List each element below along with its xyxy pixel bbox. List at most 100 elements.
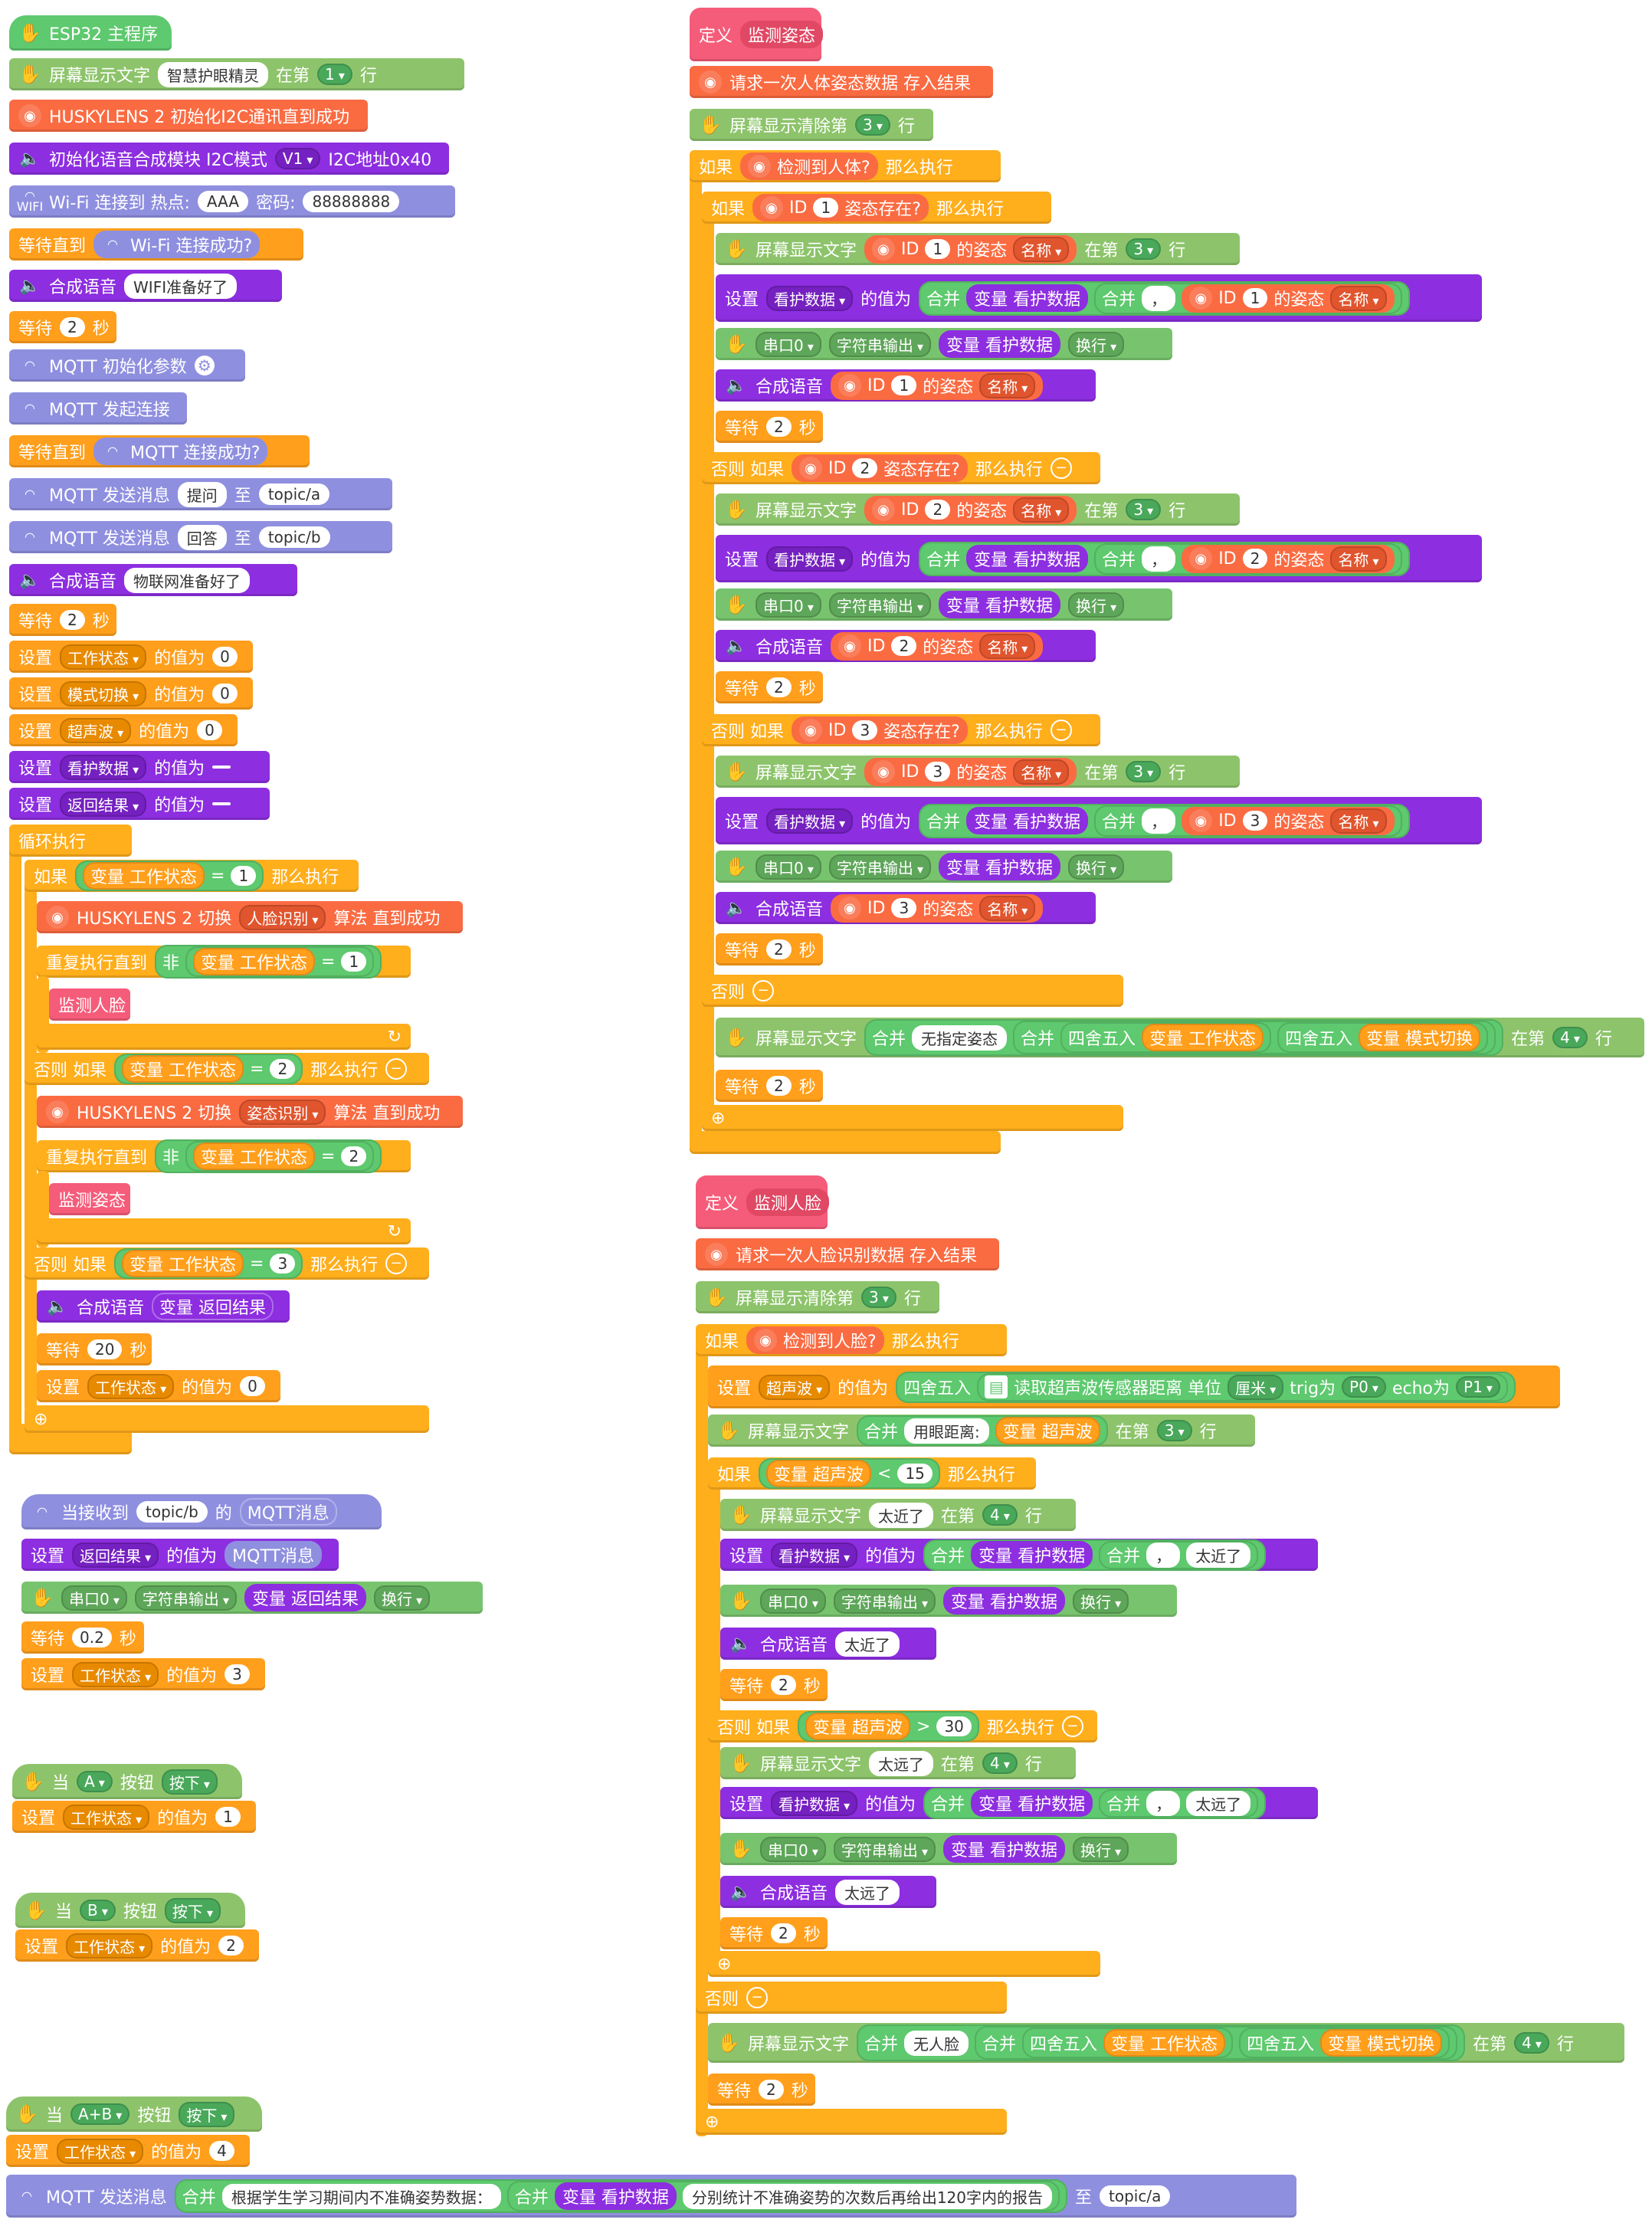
wait-block[interactable]: 等待 20 秒 [37,1333,152,1365]
variable-dropdown[interactable]: 看护数据 [766,285,854,311]
not-reporter[interactable]: 非 变量 工作状态 = 1 [155,945,382,979]
variable-reporter[interactable]: 变量 看护数据 [938,330,1060,358]
elif-block[interactable]: 否则 如果 变量 工作状态 = 2 那么执行 − [25,1053,429,1085]
variable-reporter[interactable]: 变量 看护数据 [966,807,1089,834]
screen-text-else-block[interactable]: ✋ 屏幕显示文字 合并 无指定姿态 合并 四舍五入 变量 工作状态 四舍五入 变… [716,1018,1644,1057]
pose-name-reporter[interactable]: ◉ ID 1 的姿态 名称 [831,371,1044,400]
pose-name-reporter[interactable]: ◉ ID 2 的姿态 名称 [1182,544,1395,573]
join-reporter[interactable]: 合并 变量 看护数据 合并 ， ◉ ID 2 的姿态 名称 [919,541,1410,576]
text-input[interactable]: ， [1146,1790,1181,1816]
else-block[interactable]: 否则 − [696,1982,1007,2014]
property-dropdown[interactable]: 名称 [1013,497,1070,523]
else-block[interactable]: 否则 − [702,975,1123,1007]
newline-dropdown[interactable]: 换行 [1072,1836,1129,1862]
button-ab-hat[interactable]: ✋ 当 A+B 按钮 按下 [6,2097,262,2132]
password-input[interactable]: 88888888 [303,191,400,212]
mqtt-connected-reporter[interactable]: ◠ MQTT 连接成功? [93,438,268,465]
version-dropdown[interactable]: V1 [274,148,321,169]
seconds-input[interactable]: 20 [87,1339,123,1359]
pose-name-reporter[interactable]: ◉ ID 2 的姿态 名称 [831,631,1044,661]
seconds-input[interactable]: 2 [766,677,792,697]
wait-block[interactable]: 等待 2 秒 [9,311,116,343]
variable-reporter[interactable]: 变量 看护数据 [971,1789,1093,1817]
set-care-data-block[interactable]: 设置 看护数据 的值为 合并 变量 看护数据 合并 ， ◉ ID 2 的姿态 名… [716,535,1482,582]
variable-dropdown[interactable]: 返回结果 [72,1542,159,1568]
wait-block[interactable]: 等待 0.2 秒 [21,1621,144,1654]
pose-name-reporter[interactable]: ◉ ID 1 的姿态 名称 [1182,284,1395,313]
ssid-input[interactable]: AAA [197,191,249,212]
row-dropdown[interactable]: 3 [1126,499,1162,520]
text-input[interactable]: 太近了 [835,1631,900,1657]
variable-reporter[interactable]: 变量 看护数据 [938,853,1060,880]
screen-text-distance-block[interactable]: ✋ 屏幕显示文字 合并 用眼距离: 变量 超声波 在第 3 行 [708,1415,1255,1447]
id-input[interactable]: 1 [891,375,917,395]
newline-dropdown[interactable]: 换行 [1072,1588,1129,1614]
if-block[interactable]: 如果 变量 工作状态 = 1 那么执行 [25,860,359,892]
property-dropdown[interactable]: 名称 [1013,236,1070,262]
say-pose-block[interactable]: 🔈 合成语音 ◉ ID 3 的姿态 名称 [716,892,1096,924]
value-input[interactable]: 2 [270,1059,296,1079]
remove-branch-icon[interactable]: − [1050,720,1072,741]
seconds-input[interactable]: 0.2 [72,1628,112,1647]
set-var-block[interactable]: 设置 超声波 的值为 0 [9,714,238,746]
value-input[interactable]: 1 [215,1807,241,1827]
seconds-input[interactable]: 2 [766,1076,792,1096]
seconds-input[interactable]: 2 [60,317,85,337]
compare-reporter[interactable]: 变量 超声波 > 30 [798,1711,979,1742]
round-reporter[interactable]: 四舍五入 变量 模式切换 [1277,1022,1489,1053]
wait-block[interactable]: 等待 2 秒 [720,1917,828,1949]
round-reporter[interactable]: 四舍五入 变量 工作状态 [1022,2028,1234,2058]
seconds-input[interactable]: 2 [766,417,792,437]
huskylens-init-block[interactable]: ◉ HUSKYLENS 2 初始化I2C通讯直到成功 [9,100,368,132]
id-input[interactable]: 2 [891,636,917,656]
variable-dropdown[interactable]: 看护数据 [771,1542,858,1568]
compare-reporter[interactable]: 变量 超声波 < 15 [759,1458,940,1489]
mqtt-send-report-block[interactable]: ◠ MQTT 发送消息 合并 根据学生学习期间内不准确姿势数据： 合并 变量 看… [6,2175,1296,2218]
row-dropdown[interactable]: 1 [317,64,352,85]
join-reporter[interactable]: 合并 四舍五入 变量 工作状态 四舍五入 变量 模式切换 [1013,1021,1496,1054]
add-branch-icon[interactable]: ⊕ [34,1409,48,1429]
set-var-block[interactable]: 设置 工作状态 的值为 1 [12,1801,256,1833]
voice-init-block[interactable]: 🔈 初始化语音合成模块 I2C模式 V1 I2C地址0x40 [9,143,449,175]
variable-reporter[interactable]: 变量 模式切换 [1359,1024,1481,1051]
join-reporter[interactable]: 合并 ， ◉ ID 3 的姿态 名称 [1094,805,1402,837]
join-reporter[interactable]: 合并 ， 太近了 [1099,1540,1259,1569]
function-name[interactable]: 监测人脸 [746,1188,830,1216]
say-iot-block[interactable]: 🔈 合成语音 物联网准备好了 [9,564,297,596]
variable-dropdown[interactable]: 看护数据 [766,546,854,572]
variable-dropdown[interactable]: 超声波 [759,1374,831,1400]
port-dropdown[interactable]: 串口0 [756,854,821,880]
join-reporter[interactable]: 合并 变量 看护数据 合并 ， 太远了 [923,1787,1267,1819]
property-dropdown[interactable]: 名称 [979,372,1036,398]
if-close-block[interactable]: 如果 变量 超声波 < 15 那么执行 [708,1457,1036,1490]
pose-exists-reporter[interactable]: ◉ ID 2 姿态存在? [792,454,968,482]
detect-body-reporter[interactable]: ◉ 检测到人体? [740,152,878,180]
id-input[interactable]: 2 [852,458,878,478]
remove-branch-icon[interactable]: − [1050,457,1072,479]
text-input[interactable]: 太远了 [835,1879,900,1905]
variable-reporter[interactable]: 变量 超声波 [766,1460,872,1487]
mode-dropdown[interactable]: 字符串输出 [828,592,931,618]
button-dropdown[interactable]: A [77,1771,113,1792]
variable-reporter[interactable]: 变量 看护数据 [966,284,1089,312]
set-var-block[interactable]: 设置 工作状态 的值为 2 [15,1929,259,1962]
variable-reporter[interactable]: 变量 工作状态 [1142,1024,1264,1051]
newline-dropdown[interactable]: 换行 [1067,331,1125,357]
text-input[interactable]: 用眼距离: [904,1418,989,1444]
variable-reporter[interactable]: 变量 返回结果 [152,1293,274,1320]
text-input[interactable]: 智慧护眼精灵 [158,61,269,87]
text-input[interactable]: ， [1142,546,1176,572]
action-dropdown[interactable]: 按下 [179,2101,235,2127]
port-dropdown[interactable]: 串口0 [756,592,821,618]
round-reporter[interactable]: 四舍五入 变量 模式切换 [1239,2028,1450,2058]
mqtt-message-reporter[interactable]: MQTT消息 [225,1541,322,1569]
seconds-input[interactable]: 2 [771,1923,796,1943]
huskylens-switch-block[interactable]: ◉ HUSKYLENS 2 切换 人脸识别 算法 直到成功 [37,901,463,933]
variable-reporter[interactable]: 变量 工作状态 [83,862,205,890]
join-reporter[interactable]: 合并 变量 看护数据 合并 ， ◉ ID 3 的姿态 名称 [919,803,1410,838]
mode-dropdown[interactable]: 字符串输出 [828,331,931,357]
add-branch-icon[interactable]: ⊕ [705,2112,719,2132]
wait-until-mqtt-block[interactable]: 等待直到 ◠ MQTT 连接成功? [9,435,310,467]
variable-dropdown[interactable]: 返回结果 [60,791,147,817]
pose-name-reporter[interactable]: ◉ ID 3 的姿态 名称 [831,893,1044,923]
